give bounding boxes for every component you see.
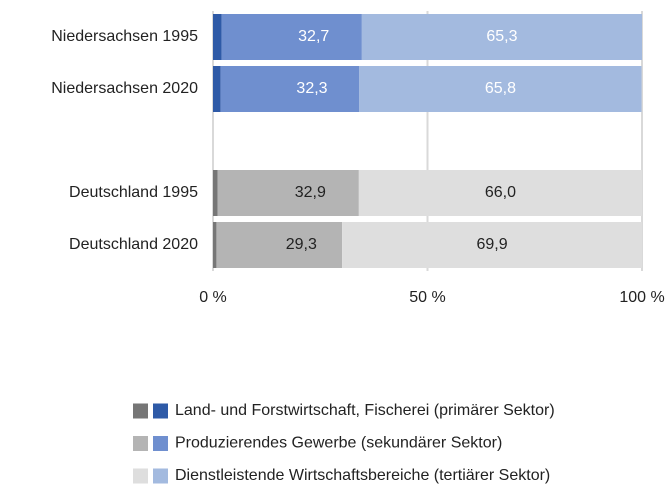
bar-segment [342,222,642,268]
bar-segment [213,14,222,60]
bar-segment [216,222,343,268]
bar-segment [213,66,221,112]
bar-segment [221,14,362,60]
bar-segment [213,222,217,268]
x-tick-label: 100 % [619,289,664,306]
bar-segment [361,14,642,60]
legend-swatch [133,436,148,451]
y-tick-label: Niedersachsen 1995 [51,28,198,45]
legend-swatch [133,403,148,419]
data-label: 66,0 [485,184,516,201]
y-tick-label: Deutschland 2020 [69,236,198,253]
data-label: 32,7 [298,28,329,45]
bar-segment [217,170,359,216]
data-label: 65,8 [485,80,516,97]
legend-swatch [153,468,168,484]
data-label: 32,3 [296,80,327,97]
bar-segment [213,170,218,216]
y-tick-label: Deutschland 1995 [69,184,198,201]
legend-label: Dienstleistende Wirtschaftsbereiche (ter… [175,467,550,484]
legend-label: Produzierendes Gewerbe (sekundärer Sekto… [175,435,502,452]
data-label: 65,3 [486,28,517,45]
legend-swatch [153,403,168,419]
bar-segment [358,170,642,216]
data-label: 29,3 [286,236,317,253]
data-label: 32,9 [295,184,326,201]
y-tick-label: Niedersachsen 2020 [51,80,198,97]
bar-segment [220,66,360,112]
legend-swatch [133,468,148,484]
legend-swatch [153,436,168,451]
x-tick-label: 0 % [199,289,227,306]
bar-segment [359,66,642,112]
legend-label: Land- und Forstwirtschaft, Fischerei (pr… [175,402,555,419]
data-label: 69,9 [476,236,507,253]
x-tick-label: 50 % [409,289,445,306]
